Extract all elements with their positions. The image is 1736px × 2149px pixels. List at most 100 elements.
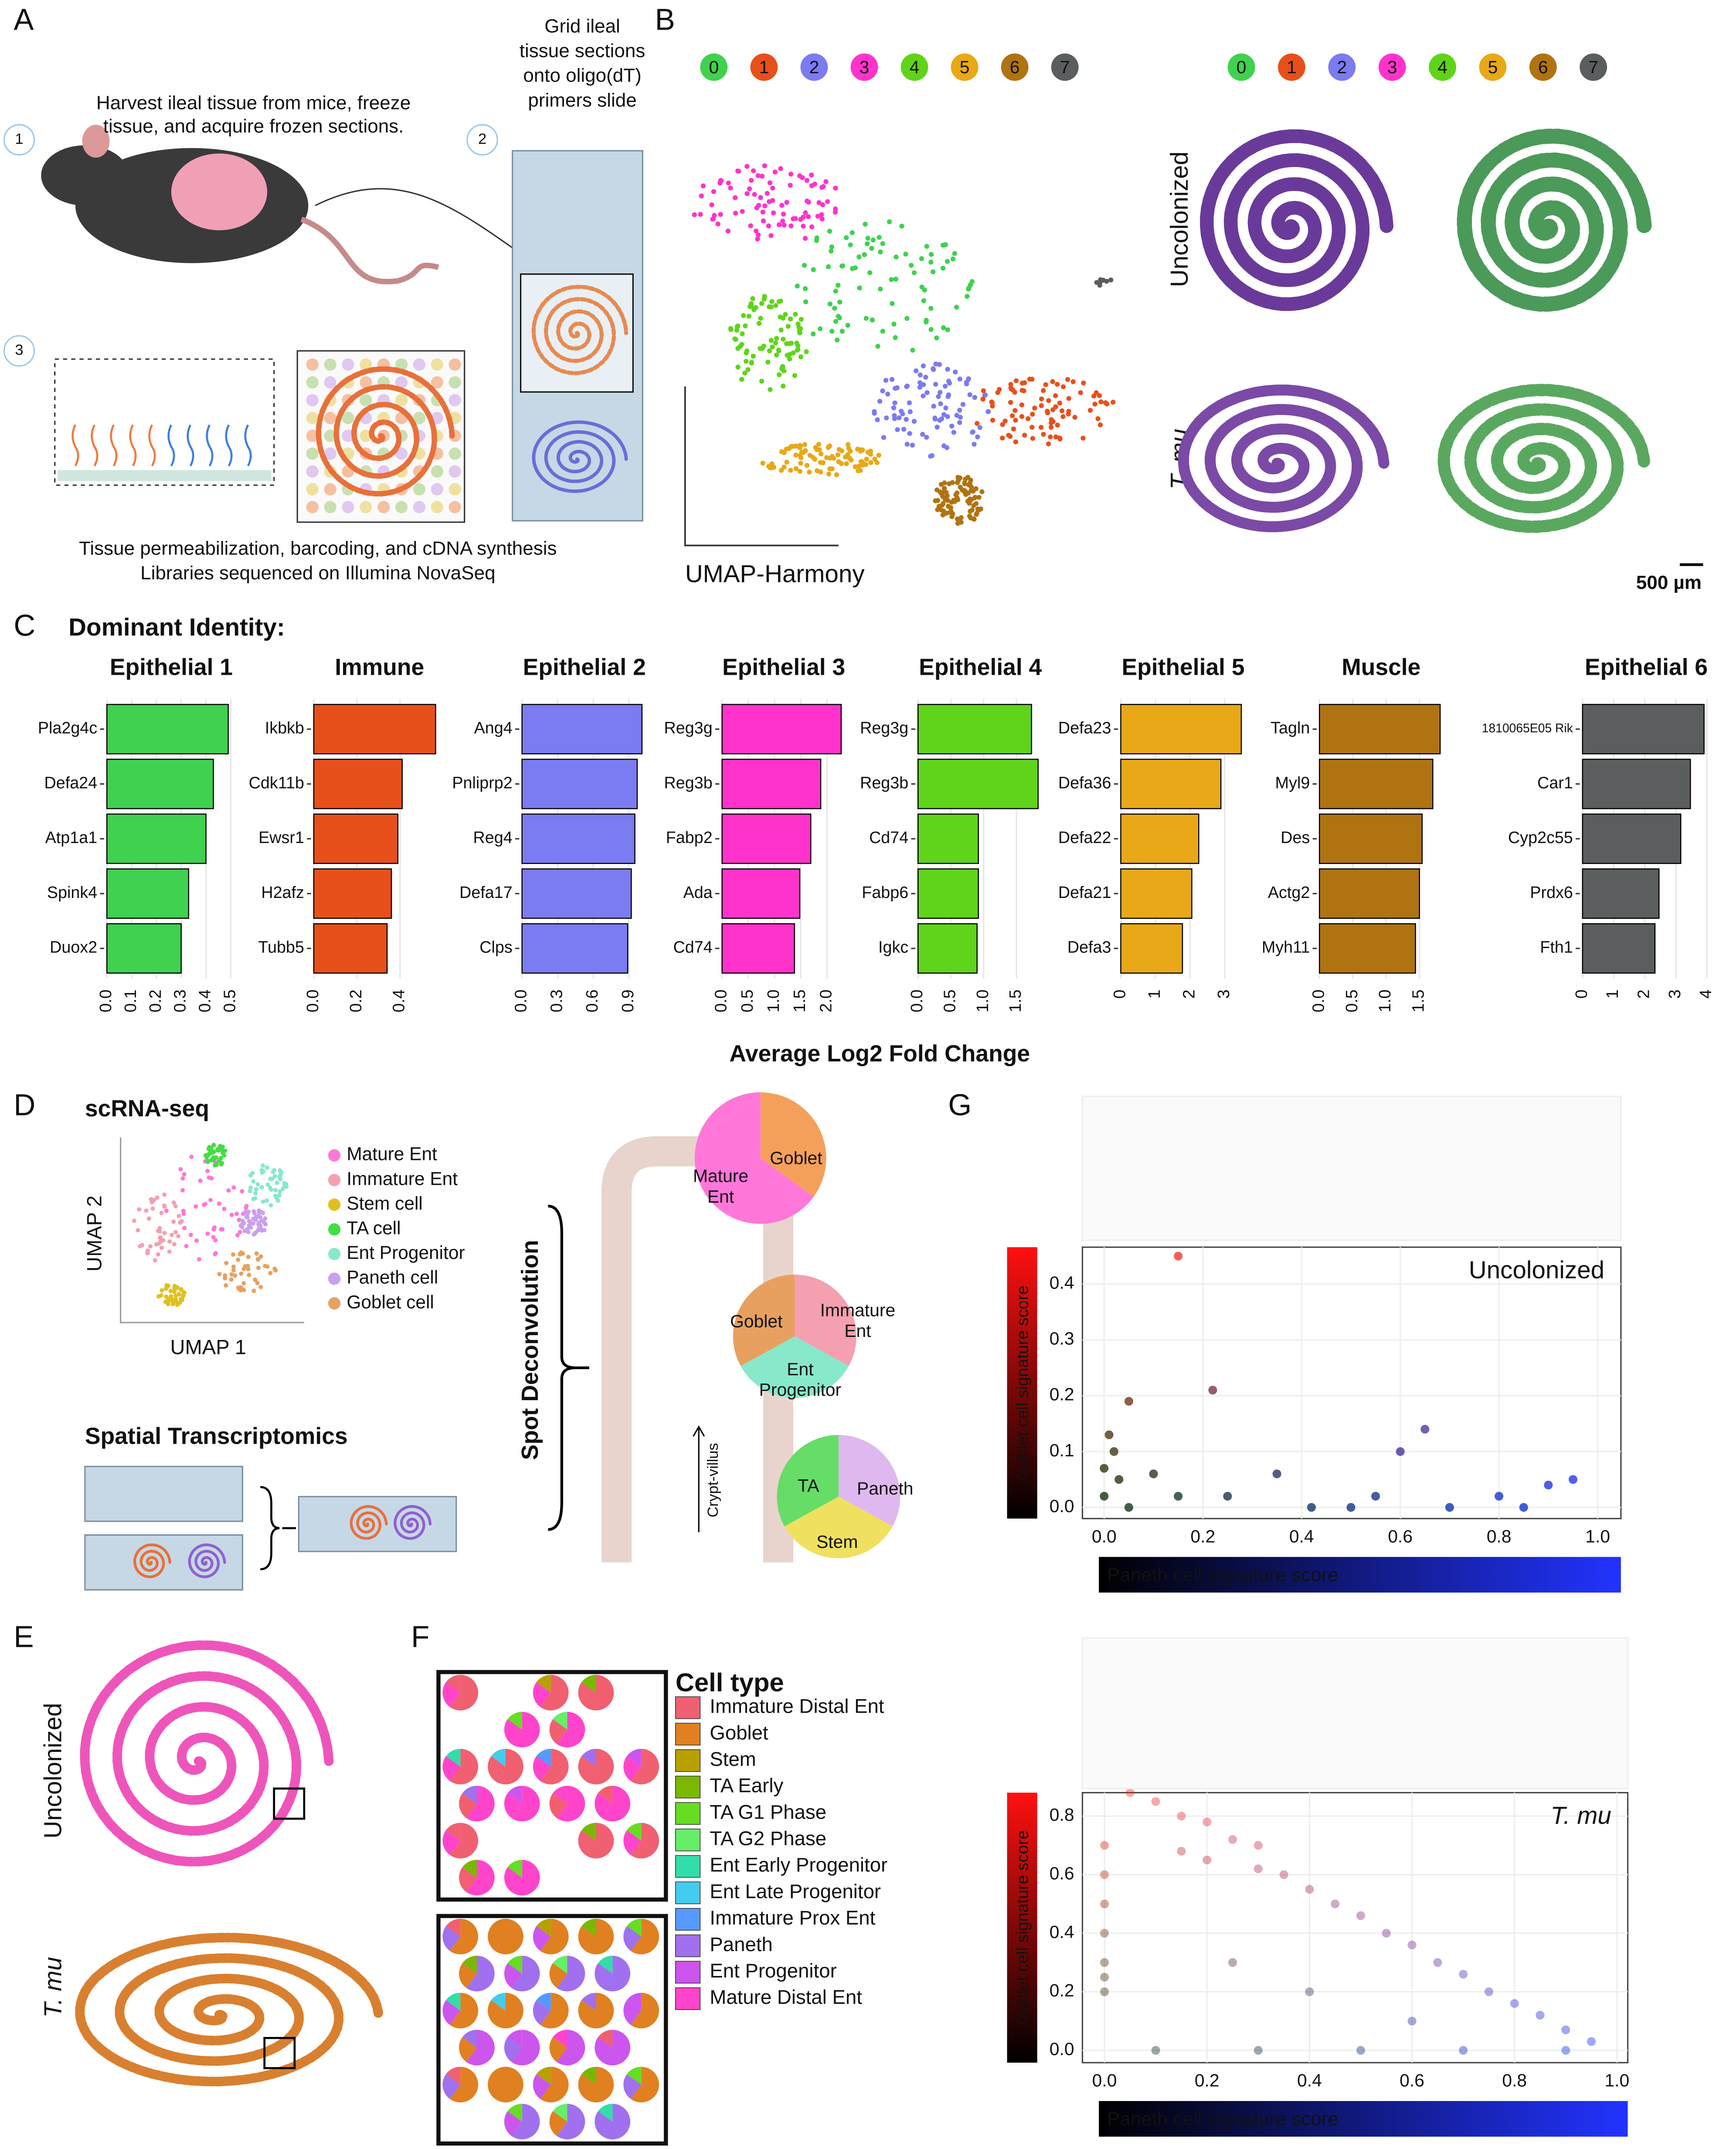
bar — [1319, 868, 1420, 919]
illustration — [491, 2067, 506, 2085]
illustration — [1103, 400, 1108, 405]
point — [1104, 1430, 1114, 1439]
point — [1208, 1386, 1217, 1395]
illustration — [205, 1169, 210, 1173]
illustration — [132, 1218, 136, 1223]
illustration — [1021, 388, 1026, 394]
illustration — [175, 1302, 180, 1307]
illustration — [865, 235, 870, 241]
illustration — [167, 1249, 172, 1254]
y-tick-label: 1810065E05 Rik — [1482, 721, 1573, 735]
y-tick-label: Defa23 — [1058, 719, 1111, 737]
illustration — [803, 299, 809, 305]
illustration — [1094, 390, 1099, 395]
x-tick-label: 2 — [1634, 989, 1652, 999]
x-tick-label: 0.5 — [940, 989, 958, 1012]
illustration — [932, 415, 938, 421]
illustration — [783, 312, 788, 317]
illustration — [205, 1160, 211, 1164]
legend-label: Mature Distal Ent — [710, 1986, 862, 2008]
illustration — [536, 1748, 551, 1767]
illustration — [788, 183, 793, 188]
illustration — [413, 501, 426, 513]
x-tick-label: 0.5 — [1342, 989, 1361, 1012]
illustration — [868, 460, 873, 465]
illustration — [813, 445, 819, 450]
illustration — [180, 1188, 185, 1193]
x-tick-label: 0.4 — [390, 989, 408, 1012]
illustration — [781, 211, 786, 217]
illustration — [540, 1748, 569, 1785]
legend-label: Goblet cell — [347, 1292, 434, 1312]
illustration — [261, 1199, 265, 1204]
illustration — [941, 443, 947, 449]
illustration — [692, 212, 697, 218]
illustration — [177, 1292, 181, 1296]
illustration — [907, 400, 912, 405]
illustration — [967, 480, 973, 486]
bar — [106, 813, 207, 864]
illustration — [767, 348, 772, 354]
cluster-label: 5 — [960, 57, 970, 77]
illustration — [835, 452, 841, 458]
illustration — [921, 382, 926, 387]
point — [1100, 1841, 1109, 1850]
illustration — [794, 340, 799, 346]
illustration — [223, 1148, 228, 1153]
illustration — [964, 381, 969, 387]
illustration — [450, 2067, 479, 2103]
y-tick-label: Defa36 — [1058, 773, 1111, 792]
illustration — [904, 417, 909, 422]
illustration — [91, 424, 99, 467]
legend-swatch — [328, 1173, 341, 1187]
illustration — [917, 372, 923, 377]
legend-swatch — [675, 1961, 701, 1984]
illustration — [248, 1225, 253, 1230]
illustration — [578, 1830, 596, 1855]
legend-swatch — [675, 1881, 701, 1904]
illustration — [746, 313, 751, 319]
illustration — [110, 424, 118, 467]
illustration — [899, 408, 904, 414]
illustration — [179, 1219, 184, 1224]
y-tick-label: 0.6 — [1050, 1863, 1074, 1883]
illustration — [172, 1289, 177, 1294]
illustration — [239, 1222, 244, 1227]
chart-title: Muscle — [1342, 654, 1420, 680]
illustration — [507, 1712, 522, 1730]
illustration — [268, 1203, 273, 1208]
illustration — [1070, 379, 1076, 384]
illustration — [809, 172, 814, 178]
illustration — [491, 1993, 506, 2011]
illustration — [251, 1179, 256, 1184]
illustration — [495, 1993, 523, 2029]
illustration — [1043, 382, 1048, 388]
x-tick-label: 0.5 — [738, 989, 756, 1012]
illustration — [1019, 414, 1025, 419]
illustration — [171, 1200, 176, 1205]
illustration — [744, 359, 749, 364]
x-tick-label: 0.0 — [1092, 2071, 1117, 2091]
illustration — [788, 316, 793, 322]
illustration — [754, 228, 759, 234]
illustration — [921, 363, 926, 369]
illustration — [260, 1486, 296, 1571]
illustration — [924, 244, 929, 249]
illustration — [951, 430, 956, 435]
illustration — [860, 448, 865, 453]
illustration — [167, 424, 175, 467]
illustration — [446, 2067, 461, 2085]
illustration — [253, 1217, 258, 1222]
illustration — [907, 431, 912, 436]
illustration — [219, 1227, 224, 1232]
illustration — [942, 480, 947, 486]
illustration — [222, 1153, 227, 1158]
illustration — [904, 384, 909, 389]
illustration — [893, 335, 898, 340]
illustration — [990, 418, 995, 423]
x-tick-label: 2 — [1179, 989, 1198, 999]
illustration — [749, 178, 754, 183]
illustration — [342, 411, 354, 425]
illustration — [1029, 425, 1035, 430]
illustration — [759, 173, 765, 179]
